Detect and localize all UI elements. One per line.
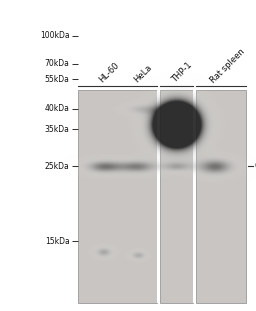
Bar	[193, 90, 196, 303]
Text: 25kDa: 25kDa	[45, 162, 70, 171]
Text: 55kDa: 55kDa	[45, 75, 70, 84]
Text: Rat spleen: Rat spleen	[209, 47, 247, 85]
Text: 40kDa: 40kDa	[45, 104, 70, 113]
Text: 70kDa: 70kDa	[45, 59, 70, 68]
Bar	[78, 90, 157, 303]
Text: CDK1: CDK1	[255, 161, 256, 171]
Bar	[160, 90, 193, 303]
Text: 35kDa: 35kDa	[45, 125, 70, 133]
Text: 15kDa: 15kDa	[45, 237, 70, 245]
Text: 100kDa: 100kDa	[40, 31, 70, 40]
Text: HeLa: HeLa	[132, 63, 153, 85]
Text: THP-1: THP-1	[170, 61, 194, 85]
Text: HL-60: HL-60	[97, 61, 121, 85]
Bar	[157, 90, 160, 303]
Bar	[196, 90, 246, 303]
